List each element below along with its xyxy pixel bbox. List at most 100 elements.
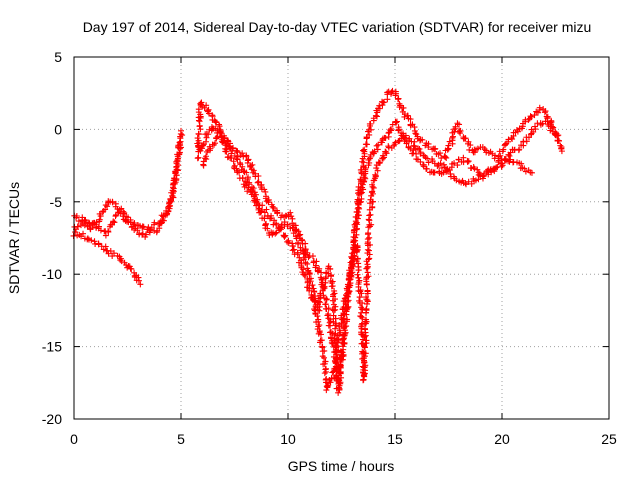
data-point <box>257 209 264 216</box>
data-point <box>354 271 361 278</box>
x-tick-label: 25 <box>601 431 617 447</box>
data-point <box>375 105 382 112</box>
data-point <box>416 145 423 152</box>
data-point <box>369 203 376 210</box>
data-points <box>70 87 565 396</box>
data-point <box>340 319 347 326</box>
data-point <box>218 138 225 145</box>
data-point <box>465 138 472 145</box>
data-point <box>351 226 358 233</box>
data-point <box>299 247 306 254</box>
data-point <box>173 172 180 179</box>
data-point <box>353 249 360 256</box>
y-tick-label: -5 <box>50 194 63 210</box>
data-point <box>401 113 408 120</box>
data-point <box>372 171 379 178</box>
data-point <box>102 232 109 239</box>
data-point <box>442 153 449 160</box>
data-point <box>323 296 330 303</box>
data-point <box>289 240 296 247</box>
data-point <box>314 313 321 320</box>
data-point <box>195 106 202 113</box>
data-point <box>554 137 561 144</box>
data-point <box>295 240 302 247</box>
data-point <box>464 158 471 165</box>
data-point <box>128 265 135 272</box>
data-point <box>229 144 236 151</box>
data-point <box>358 195 365 202</box>
data-point <box>353 214 360 221</box>
data-point <box>376 102 383 109</box>
data-point <box>366 131 373 138</box>
data-point <box>317 290 324 297</box>
data-point <box>359 184 366 191</box>
data-point <box>197 126 204 133</box>
data-point <box>359 300 366 307</box>
data-point <box>407 116 414 123</box>
y-axis-label: SDTVAR / TECUs <box>6 182 22 294</box>
data-point <box>243 169 250 176</box>
x-tick-label: 10 <box>280 431 296 447</box>
data-point <box>176 140 183 147</box>
data-point <box>195 154 202 161</box>
data-point <box>165 208 172 215</box>
data-point <box>483 149 490 156</box>
data-point <box>382 134 389 141</box>
data-point <box>360 147 367 154</box>
data-point <box>516 146 523 153</box>
data-point <box>311 306 318 313</box>
data-point <box>300 256 307 263</box>
data-point <box>335 389 342 396</box>
data-point <box>531 112 538 119</box>
data-point <box>239 150 246 157</box>
data-point <box>431 146 438 153</box>
data-point <box>345 275 352 282</box>
data-point <box>194 155 201 162</box>
data-point <box>525 116 532 123</box>
data-point <box>363 258 370 265</box>
data-point <box>494 163 501 170</box>
data-point <box>269 203 276 210</box>
data-point <box>297 257 304 264</box>
data-point <box>276 227 283 234</box>
data-point <box>265 199 272 206</box>
data-point <box>536 104 543 111</box>
data-point <box>558 148 565 155</box>
data-point <box>198 99 205 106</box>
data-point <box>330 307 337 314</box>
data-point <box>557 142 564 149</box>
data-point <box>370 184 377 191</box>
data-point <box>353 219 360 226</box>
data-point <box>234 156 241 163</box>
data-point <box>272 230 279 237</box>
series-4 <box>194 87 565 384</box>
data-point <box>366 234 373 241</box>
series-6 <box>200 118 561 396</box>
data-point <box>316 322 323 329</box>
data-point <box>355 287 362 294</box>
data-point <box>331 290 338 297</box>
data-point <box>361 146 368 153</box>
data-point <box>431 169 438 176</box>
data-point <box>346 281 353 288</box>
x-tick-label: 0 <box>70 431 78 447</box>
data-point <box>531 123 538 130</box>
data-point <box>309 253 316 260</box>
data-point <box>522 168 529 175</box>
data-point <box>345 303 352 310</box>
data-point <box>388 125 395 132</box>
data-point <box>202 138 209 145</box>
data-point <box>444 167 451 174</box>
data-point <box>357 190 364 197</box>
data-point <box>471 149 478 156</box>
data-point <box>194 135 201 142</box>
data-point <box>363 294 370 301</box>
data-point <box>356 294 363 301</box>
data-point <box>177 144 184 151</box>
data-point <box>255 172 262 179</box>
data-point <box>97 227 104 234</box>
data-point <box>465 158 472 165</box>
data-point <box>423 165 430 172</box>
data-point <box>361 358 368 365</box>
data-point <box>317 331 324 338</box>
